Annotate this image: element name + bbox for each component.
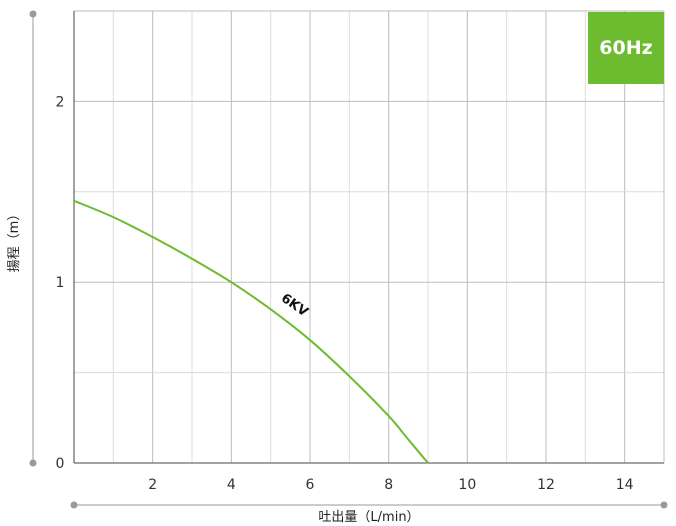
x-axis-rail-dot-right [660, 501, 668, 509]
series-line-6KV [73, 199, 429, 464]
series-label: 6KV [278, 291, 311, 320]
x-tick-label: 6 [306, 477, 315, 493]
x-tick-label: 10 [458, 477, 476, 493]
x-tick-label: 4 [227, 477, 236, 493]
series-layer: 6KV [73, 199, 429, 464]
y-axis-rail-dot-top [29, 10, 37, 18]
x-tick-label: 12 [537, 477, 555, 493]
y-axis-rail-dot-bottom [29, 459, 37, 467]
badge-background [588, 12, 664, 84]
grid [73, 10, 665, 464]
x-axis-rail-dot-left [70, 501, 78, 509]
frequency-badge: 60Hz [588, 12, 664, 84]
badge-label: 60Hz [599, 37, 652, 59]
x-tick-label: 2 [148, 477, 157, 493]
y-tick-label: 2 [56, 94, 65, 110]
y-tick-label: 1 [56, 275, 65, 291]
x-tick-label: 8 [384, 477, 393, 493]
y-axis-title: 揚程（m） [6, 208, 22, 273]
axes [29, 10, 668, 509]
x-axis-title: 吐出量（L/min） [318, 510, 419, 525]
x-tick-label: 14 [616, 477, 634, 493]
y-tick-label: 0 [56, 456, 65, 472]
